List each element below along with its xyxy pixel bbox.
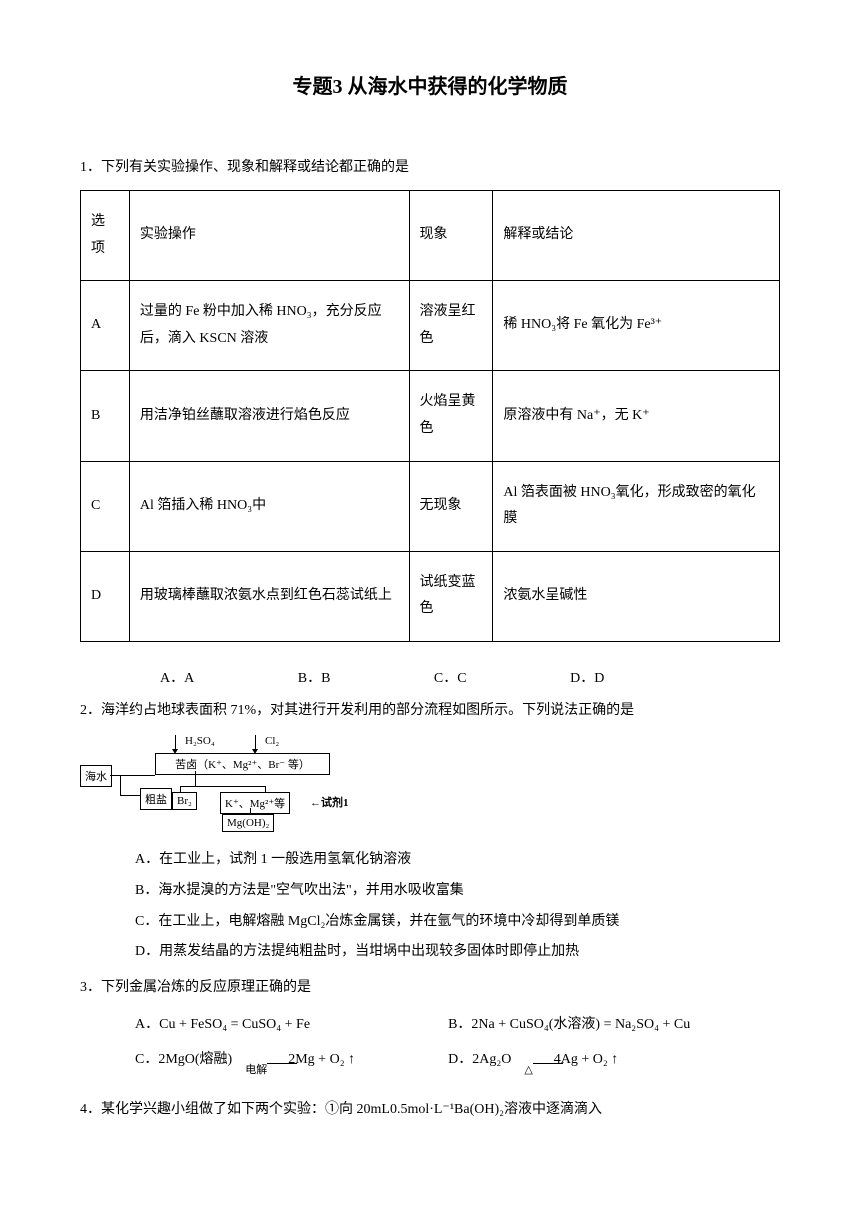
option-c: C．C (434, 667, 467, 687)
cell-phen: 火焰呈黄色 (409, 371, 493, 461)
q2-option-d: D．用蒸发结晶的方法提纯粗盐时，当坩埚中出现较多固体时即停止加热 (80, 937, 780, 968)
cell-opt: D (81, 551, 130, 641)
cell-exp: 用洁净铂丝蘸取溶液进行焰色反应 (129, 371, 409, 461)
q1-prompt: 1．下列有关实验操作、现象和解释或结论都正确的是 (80, 154, 780, 182)
q1-table: 选项 实验操作 现象 解释或结论 A 过量的 Fe 粉中加入稀 HNO₃，充分反… (80, 190, 780, 642)
q3-option-a: A．Cu + FeSO₄ = CuSO₄ + Fe (135, 1010, 445, 1041)
q2-flowchart-diagram: 海水 粗盐 H₂SO₄ Cl₂ 苦卤（K⁺、Mg²⁺、Br⁻ 等） Br₂ K⁺… (80, 735, 380, 830)
diagram-cl2: Cl₂ (265, 735, 279, 747)
cell-exp: 过量的 Fe 粉中加入稀 HNO₃，充分反应后，滴入 KSCN 溶液 (129, 281, 409, 371)
cell-opt: B (81, 371, 130, 461)
q3-option-c: C．2MgO(熔融)电解 2Mg + O₂ ↑ (135, 1045, 445, 1076)
diagram-seawater: 海水 (80, 765, 112, 787)
q3-options-row2: C．2MgO(熔融)电解 2Mg + O₂ ↑ D．2Ag₂O△ 4Ag + O… (80, 1045, 780, 1076)
option-a: A．A (160, 667, 194, 687)
option-b: B．B (298, 667, 331, 687)
diagram-bittern: 苦卤（K⁺、Mg²⁺、Br⁻ 等） (155, 753, 330, 775)
cell-opt: A (81, 281, 130, 371)
q3-options-row1: A．Cu + FeSO₄ = CuSO₄ + Fe B．2Na + CuSO₄(… (80, 1010, 780, 1041)
diagram-kmg: K⁺、Mg²⁺等 (220, 792, 290, 814)
diagram-h2so4: H₂SO₄ (185, 735, 215, 747)
cell-opt: C (81, 461, 130, 551)
table-row: B 用洁净铂丝蘸取溶液进行焰色反应 火焰呈黄色 原溶液中有 Na⁺，无 K⁺ (81, 371, 780, 461)
page-title: 专题3 从海水中获得的化学物质 (80, 70, 780, 99)
cell-phen: 溶液呈红色 (409, 281, 493, 371)
q4-prompt: 4．某化学兴趣小组做了如下两个实验：①向 20mL0.5mol·L⁻¹Ba(OH… (80, 1096, 780, 1124)
q2-option-c: C．在工业上，电解熔融 MgCl₂冶炼金属镁，并在氩气的环境中冷却得到单质镁 (80, 907, 780, 938)
q3-option-d: D．2Ag₂O△ 4Ag + O₂ ↑ (448, 1045, 758, 1076)
cell-conc: 浓氨水呈碱性 (493, 551, 780, 641)
header-experiment: 实验操作 (129, 191, 409, 281)
header-phenomenon: 现象 (409, 191, 493, 281)
header-option: 选项 (81, 191, 130, 281)
header-conclusion: 解释或结论 (493, 191, 780, 281)
diagram-br2: Br₂ (172, 792, 197, 810)
option-d: D．D (570, 667, 604, 687)
cell-phen: 无现象 (409, 461, 493, 551)
q3-prompt: 3．下列金属冶炼的反应原理正确的是 (80, 974, 780, 1002)
q1-options: A．A B．B C．C D．D (80, 667, 780, 687)
q2-option-b: B．海水提溴的方法是"空气吹出法"，并用水吸收富集 (80, 876, 780, 907)
cell-conc: 稀 HNO₃将 Fe 氧化为 Fe³⁺ (493, 281, 780, 371)
table-header-row: 选项 实验操作 现象 解释或结论 (81, 191, 780, 281)
q2-option-a: A．在工业上，试剂 1 一般选用氢氧化钠溶液 (80, 845, 780, 876)
q2-prompt: 2．海洋约占地球表面积 71%，对其进行开发利用的部分流程如图所示。下列说法正确… (80, 697, 780, 725)
diagram-coarse-salt: 粗盐 (140, 788, 172, 810)
diagram-reagent-label: ←试剂1 (310, 794, 349, 810)
table-row: C Al 箔插入稀 HNO₃中 无现象 Al 箔表面被 HNO₃氧化，形成致密的… (81, 461, 780, 551)
cell-exp: 用玻璃棒蘸取浓氨水点到红色石蕊试纸上 (129, 551, 409, 641)
cell-exp: Al 箔插入稀 HNO₃中 (129, 461, 409, 551)
table-row: D 用玻璃棒蘸取浓氨水点到红色石蕊试纸上 试纸变蓝色 浓氨水呈碱性 (81, 551, 780, 641)
diagram-mgoh2: Mg(OH)₂ (222, 814, 274, 832)
cell-phen: 试纸变蓝色 (409, 551, 493, 641)
cell-conc: Al 箔表面被 HNO₃氧化，形成致密的氧化膜 (493, 461, 780, 551)
q3-option-b: B．2Na + CuSO₄(水溶液) = Na₂SO₄ + Cu (448, 1010, 758, 1041)
cell-conc: 原溶液中有 Na⁺，无 K⁺ (493, 371, 780, 461)
table-row: A 过量的 Fe 粉中加入稀 HNO₃，充分反应后，滴入 KSCN 溶液 溶液呈… (81, 281, 780, 371)
